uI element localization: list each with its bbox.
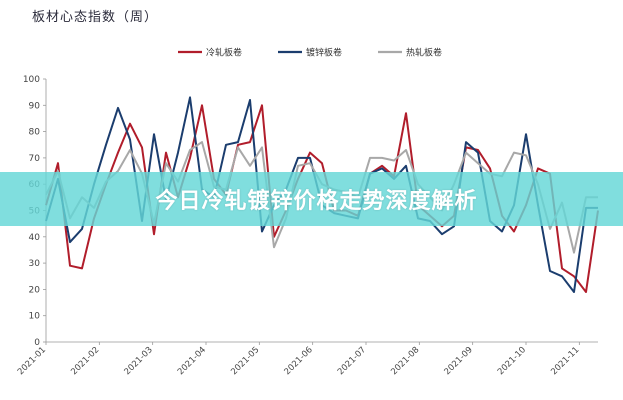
y-tick-label: 20 [29, 285, 41, 295]
y-tick-label: 70 [29, 154, 41, 164]
x-tick-label: 2021-10 [496, 345, 528, 377]
chart-title: 板材心态指数（周） [32, 10, 159, 25]
legend-label-2: 镀锌板卷 [306, 47, 342, 59]
y-tick-label: 80 [29, 128, 41, 138]
y-tick-label: 90 [29, 101, 41, 111]
y-tick-label: 0 [34, 338, 40, 348]
x-tick-label: 2021-05 [229, 345, 261, 377]
x-tick-label: 2021-08 [389, 345, 421, 377]
banner-overlay: 今日冷轧镀锌价格走势深度解析 [0, 172, 623, 226]
x-tick-label: 2021-03 [123, 345, 155, 377]
legend-label-3: 热轧板卷 [406, 47, 442, 59]
x-tick-label: 2021-09 [443, 345, 475, 377]
legend-label-1: 冷轧板卷 [206, 47, 242, 59]
x-tick-label: 2021-06 [283, 345, 315, 377]
x-tick-label: 2021-07 [336, 345, 368, 377]
x-tick-label: 2021-02 [69, 345, 101, 377]
x-tick-label: 2021-11 [549, 345, 581, 377]
x-tick-label: 2021-04 [176, 345, 208, 377]
legend: 冷轧板卷 镀锌板卷 热轧板卷 [178, 47, 442, 59]
y-tick-label: 100 [23, 75, 40, 85]
y-tick-label: 30 [29, 259, 41, 269]
y-tick-label: 10 [29, 312, 41, 322]
y-tick-label: 40 [29, 233, 41, 243]
x-tick-label: 2021-01 [16, 345, 48, 377]
banner-title: 今日冷轧镀锌价格走势深度解析 [155, 189, 478, 214]
